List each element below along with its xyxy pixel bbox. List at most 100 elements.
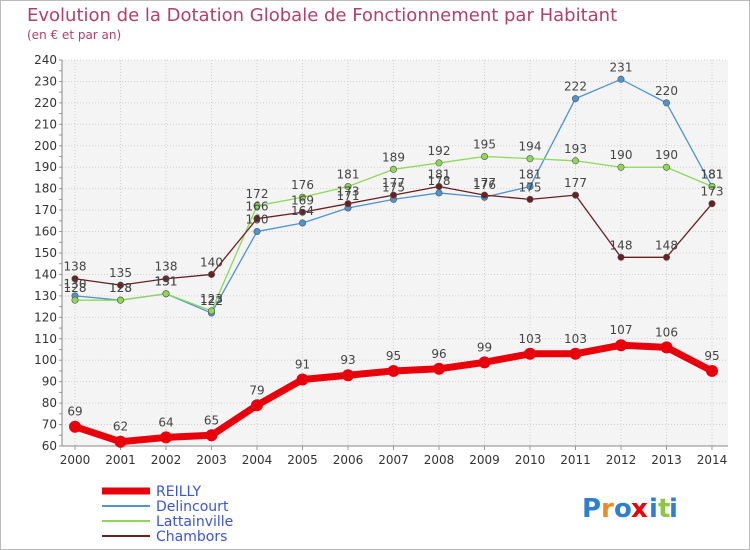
logo-letter-0: P [582, 494, 601, 524]
logo-letter-6: i [669, 494, 678, 524]
legend-label-chambors: Chambors [156, 529, 227, 545]
legend-label-delincourt: Delincourt [156, 499, 229, 515]
point-lattainville-2000 [71, 296, 79, 304]
point-reilly-2003 [205, 429, 218, 442]
label-reilly-2003: 65 [204, 413, 219, 427]
label-delincourt-2008: 178 [428, 174, 451, 188]
label-delincourt-2011: 222 [564, 80, 587, 94]
label-lattainville-2008: 192 [428, 144, 451, 158]
label-delincourt-2000: 130 [64, 277, 87, 291]
x-tick-2013: 2013 [651, 453, 682, 467]
label-lattainville-2001: 128 [109, 281, 132, 295]
point-delincourt-2012 [617, 75, 625, 83]
x-tick-2009: 2009 [469, 453, 500, 467]
x-tick-2004: 2004 [242, 453, 273, 467]
point-reilly-2009 [478, 356, 491, 369]
point-reilly-2011 [569, 347, 582, 360]
y-tick-70: 70 [42, 418, 57, 432]
x-tick-2002: 2002 [151, 453, 182, 467]
point-delincourt-2004 [253, 228, 261, 236]
x-tick-2007: 2007 [378, 453, 409, 467]
logo-letter-5: t [658, 494, 670, 524]
point-chambors-2006 [344, 200, 352, 208]
label-reilly-2010: 103 [519, 332, 542, 346]
label-reilly-2004: 79 [249, 383, 264, 397]
point-lattainville-2008 [435, 159, 443, 167]
point-chambors-2008 [435, 183, 443, 191]
label-chambors-2004: 166 [246, 200, 269, 214]
point-chambors-2012 [617, 253, 625, 261]
y-tick-120: 120 [34, 310, 57, 324]
label-reilly-2000: 69 [67, 405, 82, 419]
y-tick-labels: 60 70 80 90 100 110 120 130 140 150 160 170 180 190 20… [34, 53, 57, 453]
data-labels: 128 128 131 123 172 176 181 189 192 195 194 193 190 1… [64, 60, 724, 433]
label-reilly-2009: 99 [477, 340, 492, 354]
label-chambors-2009: 177 [473, 176, 496, 190]
point-reilly-2012 [615, 339, 627, 352]
label-reilly-2002: 64 [158, 415, 173, 429]
point-reilly-2007 [387, 364, 400, 377]
x-tick-2003: 2003 [196, 453, 227, 467]
label-lattainville-2011: 193 [564, 142, 587, 156]
y-tick-100: 100 [34, 353, 57, 367]
point-lattainville-2004 [253, 202, 261, 210]
point-lattainville-2012 [617, 163, 625, 171]
x-tick-2011: 2011 [560, 453, 591, 467]
point-delincourt-2010 [526, 183, 534, 191]
label-delincourt-2004: 160 [246, 213, 269, 227]
point-reilly-2014 [706, 364, 718, 377]
point-chambors-2005 [298, 208, 306, 216]
label-chambors-2002: 138 [155, 260, 178, 274]
point-chambors-2009 [480, 191, 488, 199]
point-lattainville-2013 [662, 163, 670, 171]
grid-lines [62, 59, 728, 447]
label-reilly-2001: 62 [113, 420, 128, 434]
label-delincourt-2001: 128 [109, 281, 132, 295]
label-delincourt-2012: 231 [610, 60, 633, 74]
label-chambors-2011: 177 [564, 176, 587, 190]
label-chambors-2006: 173 [337, 185, 360, 199]
y-tick-170: 170 [34, 203, 57, 217]
y-tick-220: 220 [34, 96, 57, 110]
point-reilly-2010 [524, 347, 536, 360]
x-tick-2012: 2012 [606, 453, 637, 467]
label-reilly-2012: 107 [610, 323, 633, 337]
point-chambors-2007 [389, 191, 397, 199]
logo-letter-2: o [614, 494, 632, 524]
logo-letter-1: r [601, 494, 614, 524]
series-points [69, 75, 718, 448]
label-lattainville-2003: 123 [200, 292, 223, 306]
legend-label-lattainville: Lattainville [156, 514, 233, 530]
label-delincourt-2014: 181 [701, 168, 724, 182]
x-tick-2010: 2010 [515, 453, 546, 467]
label-reilly-2013: 106 [655, 325, 678, 339]
y-tick-200: 200 [34, 139, 57, 153]
point-lattainville-2003 [208, 307, 216, 315]
label-lattainville-2007: 189 [382, 150, 405, 164]
point-delincourt-2008 [435, 189, 443, 197]
label-lattainville-2002: 131 [155, 275, 178, 289]
point-reilly-2001 [114, 435, 127, 448]
y-tick-190: 190 [34, 160, 57, 174]
label-lattainville-2013: 190 [655, 148, 678, 162]
x-tick-labels: 2000 2001 2002 2003 2004 2005 2006 2007 2008 2009… [60, 453, 728, 467]
point-delincourt-2005 [298, 219, 306, 227]
label-delincourt-2003: 122 [200, 294, 223, 308]
y-tick-90: 90 [42, 375, 57, 389]
label-delincourt-2006: 171 [337, 189, 360, 203]
point-lattainville-2010 [526, 155, 534, 163]
y-tick-80: 80 [42, 396, 57, 410]
y-tick-240: 240 [34, 53, 57, 67]
x-tick-2008: 2008 [424, 453, 455, 467]
label-chambors-2000: 138 [64, 260, 87, 274]
point-reilly-2013 [660, 341, 673, 354]
point-lattainville-2002 [162, 290, 170, 298]
label-chambors-2012: 148 [610, 238, 633, 252]
point-chambors-2004 [253, 215, 261, 223]
logo-letter-3: x [631, 494, 648, 524]
legend-label-reilly: REILLY [156, 484, 201, 500]
